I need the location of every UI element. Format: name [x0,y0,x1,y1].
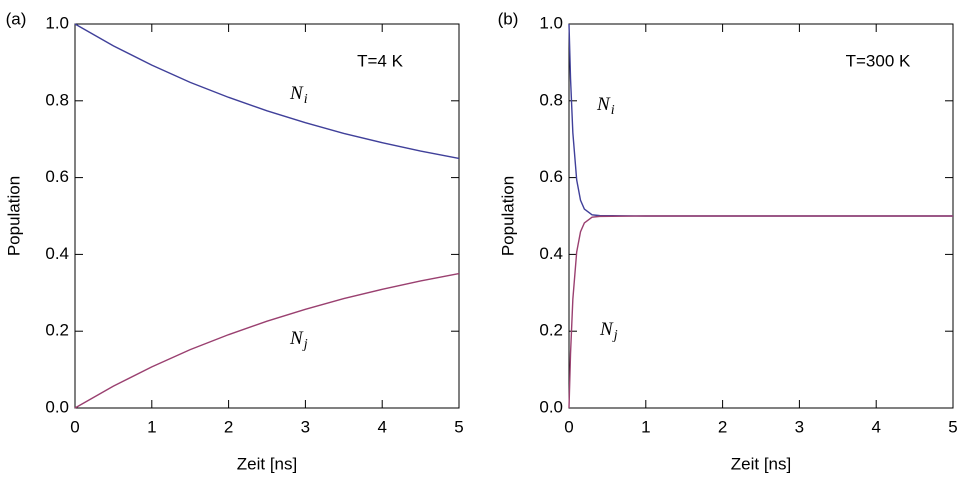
x-tick-label: 4 [377,417,386,436]
annotation: T=300 K [846,51,911,70]
y-tick-label: 0.4 [45,244,69,263]
curve-label: Nj [599,319,618,343]
y-tick-label: 0.6 [45,167,69,186]
x-tick-label: 5 [948,417,957,436]
curve-label-sub: i [611,103,615,118]
y-tick-label: 1.0 [539,13,563,32]
x-tick-label: 0 [564,417,573,436]
curve-label-sub: i [304,92,308,107]
annotation: T=4 K [357,51,403,70]
curve-label-sub: j [612,328,618,343]
curve-label: Ni [289,83,308,107]
y-tick-label: 0.0 [45,397,69,416]
curve-label-main: N [596,94,611,115]
curve-label-main: N [289,83,304,104]
y-axis-label: Population [4,176,23,256]
curve-label-sub: j [302,337,308,352]
panel-label: (b) [498,9,519,28]
x-tick-label: 2 [224,417,233,436]
curve-label-main: N [289,328,304,349]
y-tick-label: 0.8 [45,90,69,109]
y-tick-label: 0.8 [539,90,563,109]
curve-label-main: N [599,319,614,340]
curve-label: Ni [596,94,615,118]
x-tick-label: 2 [718,417,727,436]
x-axis-label: Zeit [ns] [237,454,297,473]
line-series [568,215,953,409]
x-tick-label: 1 [147,417,156,436]
x-tick-label: 4 [871,417,880,436]
x-axis-label: Zeit [ns] [731,454,791,473]
y-tick-label: 0.0 [539,397,563,416]
y-axis-label: Population [498,176,517,256]
x-tick-label: 3 [301,417,310,436]
y-tick-label: 1.0 [45,13,69,32]
y-tick-label: 0.2 [539,321,563,340]
plot-frame [74,23,460,409]
x-tick-label: 1 [641,417,650,436]
line-series [74,272,460,409]
panel-label: (a) [6,9,27,28]
y-tick-label: 0.2 [45,321,69,340]
x-tick-label: 3 [795,417,804,436]
line-series [74,23,460,160]
x-tick-label: 0 [70,417,79,436]
curve-label: Nj [289,328,308,352]
y-tick-label: 0.4 [539,244,563,263]
x-tick-label: 5 [454,417,463,436]
y-tick-label: 0.6 [539,167,563,186]
